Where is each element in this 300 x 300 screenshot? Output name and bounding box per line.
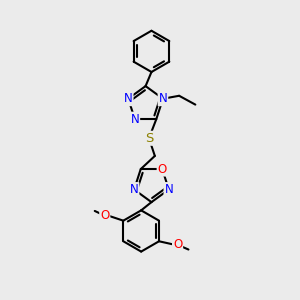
Text: N: N <box>130 183 139 196</box>
Text: N: N <box>159 92 167 105</box>
Text: O: O <box>173 238 182 251</box>
Text: S: S <box>145 132 153 145</box>
Text: N: N <box>130 112 139 126</box>
Text: N: N <box>124 92 133 105</box>
Text: N: N <box>164 183 173 196</box>
Text: O: O <box>100 209 110 222</box>
Text: O: O <box>158 163 167 176</box>
